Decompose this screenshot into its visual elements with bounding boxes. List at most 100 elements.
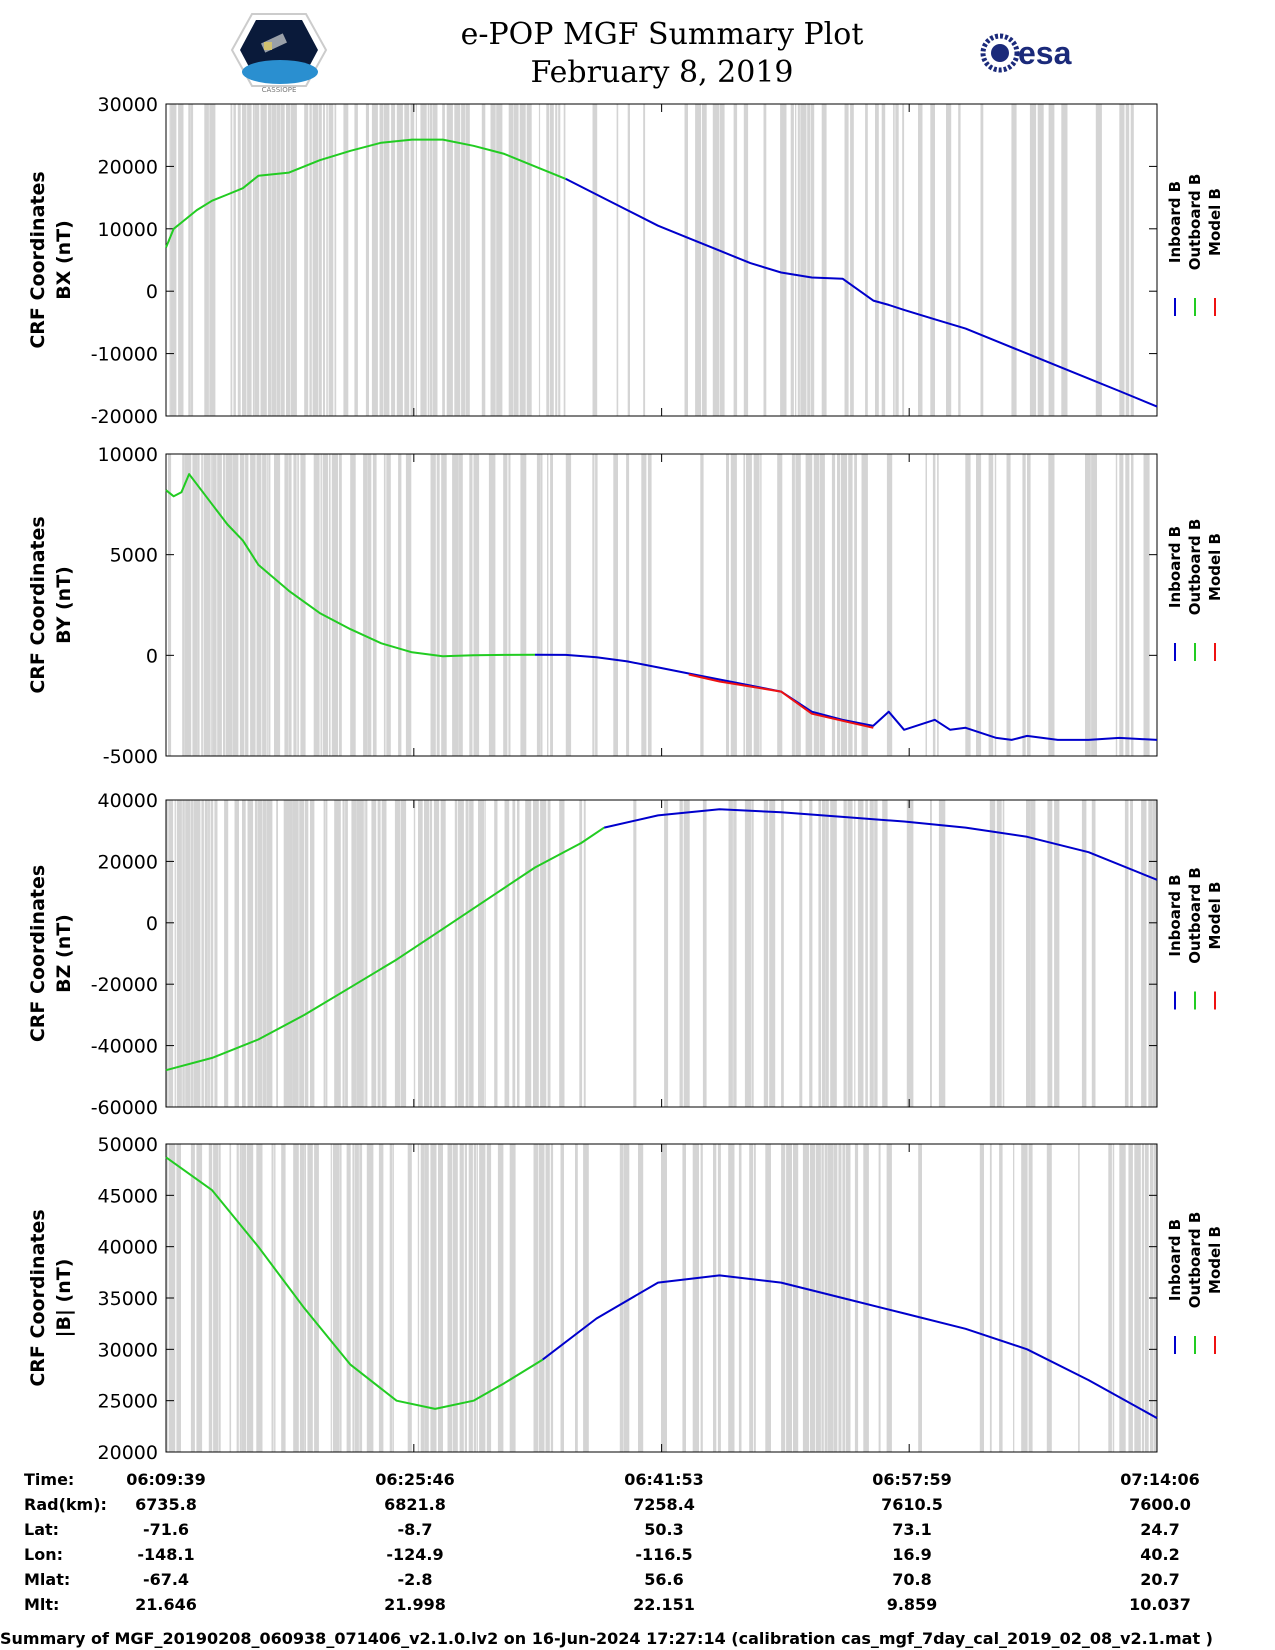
y-tick-label: -60000 <box>91 1097 158 1119</box>
info-cell: 40.2 <box>1140 1545 1179 1564</box>
legend-label: Outboard B <box>1186 174 1204 271</box>
y-axis-sublabel: |B| (nT) <box>53 1259 75 1338</box>
info-cell: -148.1 <box>137 1545 194 1564</box>
y-tick-label: -5000 <box>103 746 158 768</box>
esa-logo-text: esa <box>1018 35 1072 71</box>
y-tick-label: 40000 <box>98 790 158 812</box>
y-tick-label: 20000 <box>98 1442 158 1464</box>
inboard-b-line <box>565 178 1158 408</box>
info-row-label: Mlat: <box>24 1570 70 1589</box>
esa-logo: esa <box>980 33 1072 73</box>
info-cell: 7600.0 <box>1129 1495 1191 1514</box>
panel-2: 10000 5000 0 -5000 CRF Coordinates BY (nT) Inb… <box>27 444 1224 768</box>
legend-label: Outboard B <box>1186 1212 1204 1309</box>
y-tick-label: 20000 <box>98 156 158 178</box>
info-cell: 21.646 <box>135 1595 197 1614</box>
legend-label: Outboard B <box>1186 867 1204 964</box>
y-tick-label: 0 <box>146 645 158 667</box>
legend: Inboard B Outboard B Model B <box>1166 1212 1224 1354</box>
y-axis-label: CRF Coordinates <box>27 1209 49 1386</box>
y-tick-label: -40000 <box>91 1036 158 1058</box>
y-axis-sublabel: BZ (nT) <box>53 914 75 993</box>
info-row: Rad(km): 6735.8 6821.8 7258.4 7610.5 7600.0 <box>24 1495 1191 1514</box>
y-tick-label: 30000 <box>98 94 158 116</box>
info-cell: 73.1 <box>892 1520 931 1539</box>
data-gap-stripes <box>168 454 1150 756</box>
info-cell: 06:25:46 <box>375 1470 455 1489</box>
info-cell: -124.9 <box>386 1545 443 1564</box>
info-cell: 9.859 <box>887 1595 938 1614</box>
legend-label: Model B <box>1206 1226 1224 1294</box>
y-tick-label: 10000 <box>98 219 158 241</box>
legend-label: Model B <box>1206 882 1224 950</box>
model-b-line <box>688 673 874 729</box>
mission-logo: CASSIOPE <box>230 13 328 94</box>
y-axis-label: CRF Coordinates <box>27 865 49 1042</box>
info-cell: 70.8 <box>892 1570 931 1589</box>
info-row: Time: 06:09:39 06:25:46 06:41:53 06:57:59 07:… <box>24 1470 1200 1489</box>
info-row-label: Lat: <box>24 1520 59 1539</box>
legend-label: Model B <box>1206 533 1224 601</box>
info-cell: 22.151 <box>633 1595 695 1614</box>
y-axis-label: CRF Coordinates <box>27 516 49 693</box>
info-cell: -71.6 <box>143 1520 189 1539</box>
outboard-b-line <box>165 1156 544 1410</box>
y-tick-label: 5000 <box>110 545 158 567</box>
info-cell: 07:14:06 <box>1120 1470 1200 1489</box>
info-cell: -2.8 <box>398 1570 433 1589</box>
footer-caption: Summary of MGF_20190208_060938_071406_v2… <box>0 1629 1213 1648</box>
data-gap-stripes <box>166 1144 1157 1452</box>
info-row-label: Mlt: <box>24 1595 59 1614</box>
info-row: Lat: -71.6 -8.7 50.3 73.1 24.7 <box>24 1520 1180 1539</box>
info-row: Lon: -148.1 -124.9 -116.5 16.9 40.2 <box>24 1545 1180 1564</box>
info-cell: 20.7 <box>1140 1570 1179 1589</box>
y-tick-label: 0 <box>146 913 158 935</box>
inboard-b-line <box>534 653 1158 741</box>
y-tick-label: 0 <box>146 281 158 303</box>
info-cell: 06:57:59 <box>872 1470 952 1489</box>
outboard-b-line <box>165 826 605 1072</box>
outboard-b-line <box>165 138 567 248</box>
info-cell: 6821.8 <box>384 1495 446 1514</box>
legend-label: Inboard B <box>1166 526 1184 608</box>
legend-label: Inboard B <box>1166 181 1184 263</box>
info-cell: -116.5 <box>635 1545 692 1564</box>
page-title: e-POP MGF Summary Plot <box>461 17 864 52</box>
y-tick-label: 30000 <box>98 1339 158 1361</box>
info-cell: 7610.5 <box>881 1495 943 1514</box>
y-tick-label: 10000 <box>98 444 158 466</box>
y-axis-sublabel: BX (nT) <box>53 220 75 300</box>
info-row: Mlt: 21.646 21.998 22.151 9.859 10.037 <box>24 1595 1191 1614</box>
y-tick-label: -20000 <box>91 406 158 428</box>
info-cell: 50.3 <box>644 1520 683 1539</box>
legend-label: Model B <box>1206 188 1224 256</box>
inboard-b-line <box>603 808 1158 881</box>
legend: Inboard B Outboard B Model B <box>1166 519 1224 661</box>
info-cell: 16.9 <box>892 1545 931 1564</box>
info-cell: 06:09:39 <box>126 1470 206 1489</box>
info-cell: 6735.8 <box>135 1495 197 1514</box>
y-tick-label: -20000 <box>91 974 158 996</box>
inboard-b-line <box>542 1274 1158 1419</box>
info-row-label: Rad(km): <box>24 1495 107 1514</box>
info-cell: 24.7 <box>1140 1520 1179 1539</box>
info-cell: 21.998 <box>384 1595 446 1614</box>
data-gap-stripes <box>169 104 1134 416</box>
y-tick-label: 50000 <box>98 1134 158 1156</box>
plot-frame <box>165 799 1158 1108</box>
info-row: Mlat: -67.4 -2.8 56.6 70.8 20.7 <box>24 1570 1180 1589</box>
info-cell: -8.7 <box>398 1520 433 1539</box>
legend: Inboard B Outboard B Model B <box>1166 174 1224 316</box>
panel-4: 50000 45000 40000 35000 30000 25000 20000 CRF C… <box>27 1134 1224 1464</box>
y-tick-label: 20000 <box>98 851 158 873</box>
legend-label: Inboard B <box>1166 874 1184 956</box>
info-cell: 56.6 <box>644 1570 683 1589</box>
mission-logo-text: CASSIOPE <box>262 86 297 94</box>
info-cell: -67.4 <box>143 1570 189 1589</box>
info-cell: 06:41:53 <box>624 1470 704 1489</box>
info-cell: 7258.4 <box>633 1495 695 1514</box>
y-tick-label: 45000 <box>98 1185 158 1207</box>
panel-3: 40000 20000 0 -20000 -40000 -60000 CRF Coordin… <box>27 790 1224 1119</box>
y-tick-label: 40000 <box>98 1237 158 1259</box>
